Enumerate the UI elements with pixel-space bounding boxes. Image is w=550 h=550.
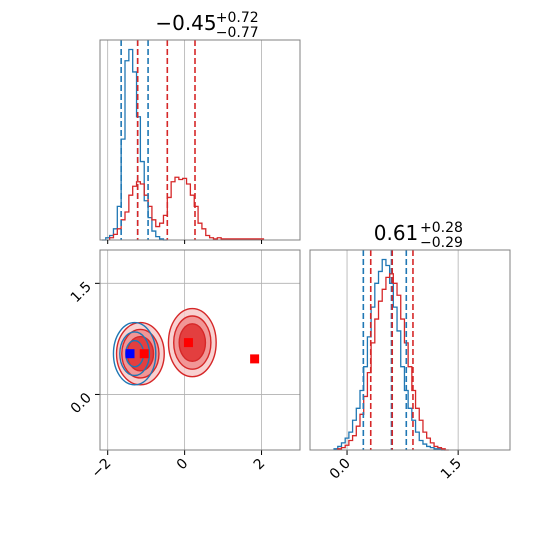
title-median: 0.61 [374,221,419,245]
truth-markers [125,338,260,364]
truth-marker [125,349,135,359]
x-ticks [107,240,263,244]
histogram-x-panel: −0.45 +0.72 −0.77 [99,10,301,244]
truth-marker [139,349,149,359]
contour-a-level [119,331,151,377]
histogram-step [333,258,446,451]
axis-ticks: −2 0 2 0.0 1.5 [68,279,269,482]
axes-frame [99,39,301,241]
truth-marker [183,338,193,348]
histogram-series [101,48,265,241]
histogram-step [108,176,265,240]
title-median: −0.45 [155,11,216,35]
contour-series [112,307,217,386]
title-lower: −0.77 [216,25,259,41]
x-tick-label: −2 [89,456,115,482]
title-upper: +0.72 [216,10,259,26]
contour-a-level [112,321,157,386]
y-tick-label: 0.0 [68,390,95,417]
histogram-step [337,273,449,451]
histogram-y-panel: 0.0 1.5 0.61 +0.28 −0.29 [309,220,511,483]
x-tick-label: 1.5 [438,456,465,483]
x-tick-label: 0 [174,456,192,474]
title-lower: −0.29 [420,235,463,251]
axes-frame [99,249,301,451]
grid-lines [107,40,262,240]
quantile-lines [362,250,414,450]
contour-panel: −2 0 2 0.0 1.5 [68,249,301,482]
axes-frame [309,249,511,451]
histogram-series [333,258,449,451]
quantile-lines [120,40,196,240]
panel-title: 0.61 [374,221,419,245]
histogram-step [101,48,168,241]
y-tick-label: 1.5 [68,279,95,306]
truth-marker [250,354,260,364]
grid-lines [346,250,459,450]
x-tick-label: 0.0 [327,456,354,483]
x-tick-label: 2 [251,456,269,474]
title-upper: +0.28 [420,220,463,236]
panel-title: −0.45 [155,11,216,35]
x-ticks: 0.0 1.5 [327,450,465,483]
